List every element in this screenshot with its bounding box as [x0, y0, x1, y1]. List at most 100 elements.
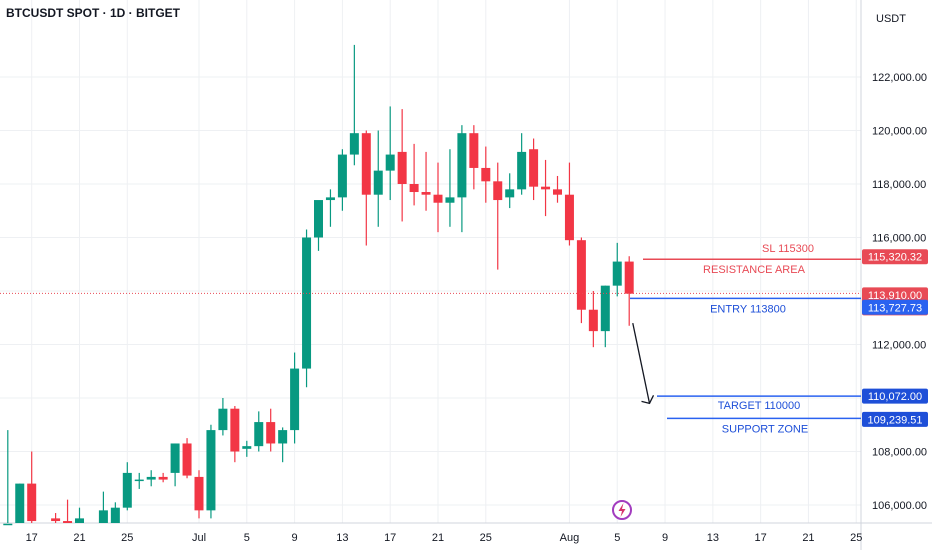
candle-body: [373, 170, 383, 195]
candle-body: [541, 186, 551, 190]
candle-body: [397, 151, 407, 184]
price-tag-bg: [862, 388, 928, 404]
candle-up: [254, 411, 264, 452]
annotation-label: ENTRY 113800: [710, 303, 786, 315]
chart-title: BTCUSDT SPOT · 1D · BITGET: [6, 6, 181, 20]
candle-up: [242, 440, 252, 457]
price-tag-label: 110,072.00: [868, 391, 922, 403]
candle-body: [600, 285, 610, 332]
candle-body: [445, 197, 455, 203]
candle-down: [397, 109, 407, 222]
candle-body: [134, 479, 144, 482]
x-tick-label: 9: [292, 532, 298, 544]
x-tick-label: 13: [707, 532, 719, 544]
candle-up: [445, 149, 455, 227]
candle-up: [75, 507, 84, 523]
candle-body: [385, 154, 395, 171]
candle-body: [98, 510, 108, 523]
candle-body: [624, 261, 634, 294]
candle-up: [98, 491, 108, 523]
candle-up: [302, 229, 312, 388]
candle-up: [278, 427, 288, 463]
candle-down: [576, 237, 586, 324]
candle-up: [15, 483, 25, 523]
candle-body: [564, 194, 574, 241]
grid-lines: [0, 0, 861, 523]
x-tick-label: 21: [432, 532, 444, 544]
candle-up: [517, 133, 527, 195]
price-tag: 115,320.32: [862, 249, 928, 265]
candles: [3, 44, 634, 526]
candle-body: [218, 408, 228, 431]
price-tag-label: 113,910.00: [868, 290, 922, 302]
y-tick-label: 120,000.00: [872, 126, 927, 138]
candle-body: [529, 149, 539, 187]
y-tick-label: 116,000.00: [872, 233, 926, 245]
candle-down: [51, 513, 61, 523]
candle-down: [63, 499, 73, 523]
candle-down: [564, 162, 574, 246]
candle-body: [588, 309, 598, 332]
candle-up: [385, 106, 395, 201]
candle-up: [457, 125, 467, 233]
candle-body: [302, 237, 312, 369]
y-tick-label: 118,000.00: [872, 179, 926, 191]
candle-body: [27, 483, 37, 522]
candle-body: [122, 472, 132, 508]
x-tick-label: 5: [244, 532, 250, 544]
candle-body: [230, 408, 240, 452]
x-tick-label: 25: [850, 532, 862, 544]
candle-body: [170, 443, 180, 473]
candle-down: [361, 130, 371, 246]
currency-label[interactable]: USDT: [876, 13, 906, 25]
candle-down: [588, 291, 598, 348]
candle-down: [541, 159, 551, 217]
candle-body: [15, 483, 25, 523]
x-tick-label: 21: [802, 532, 814, 544]
candle-down: [266, 408, 276, 452]
price-tag: 109,239.51: [862, 411, 928, 427]
candle-body: [254, 422, 264, 447]
candle-body: [493, 181, 503, 201]
candle-up: [600, 285, 610, 348]
candle-body: [63, 521, 73, 523]
candle-down: [230, 406, 240, 463]
candle-up: [122, 462, 132, 511]
price-tag: 110,072.00: [862, 388, 928, 404]
annotation-label: SL 115300: [762, 243, 814, 255]
price-tag: 113,727.73: [862, 299, 928, 315]
candle-body: [349, 133, 359, 155]
candle-up: [337, 149, 347, 211]
candle-up: [218, 398, 228, 436]
x-tick-label: 17: [755, 532, 767, 544]
time-axis[interactable]: 17 21 25 Jul 5 9 13 17 21 25 Aug 5 9 13 17 21 25: [26, 532, 863, 544]
candle-down: [481, 146, 491, 203]
candle-up: [170, 443, 180, 487]
x-tick-label: 13: [336, 532, 348, 544]
candle-body: [457, 133, 467, 198]
projection-arrow-head: [641, 395, 655, 405]
candle-down: [493, 162, 503, 270]
candle-up: [3, 430, 13, 526]
annotations: SL 115300 RESISTANCE AREA ENTRY 113800 TARG…: [0, 243, 861, 435]
x-tick-label: 25: [480, 532, 492, 544]
lightning-icon[interactable]: [612, 500, 632, 520]
candle-body: [421, 192, 431, 195]
price-tags: 115,320.32113,910.0003:24:19113,727.7311…: [862, 249, 928, 427]
candle-body: [194, 476, 204, 511]
candle-body: [290, 368, 300, 431]
candle-body: [314, 200, 323, 238]
candle-body: [576, 240, 586, 310]
candle-body: [242, 446, 252, 449]
candle-body: [146, 476, 156, 480]
candle-down: [194, 470, 204, 519]
price-tag-bg: [862, 299, 928, 315]
candle-body: [361, 133, 371, 195]
candle-body: [182, 443, 192, 476]
candle-down: [553, 175, 562, 203]
x-tick-label: 5: [614, 532, 620, 544]
candle-body: [517, 151, 527, 190]
y-tick-label: 122,000.00: [872, 72, 927, 84]
candle-up: [612, 242, 622, 297]
